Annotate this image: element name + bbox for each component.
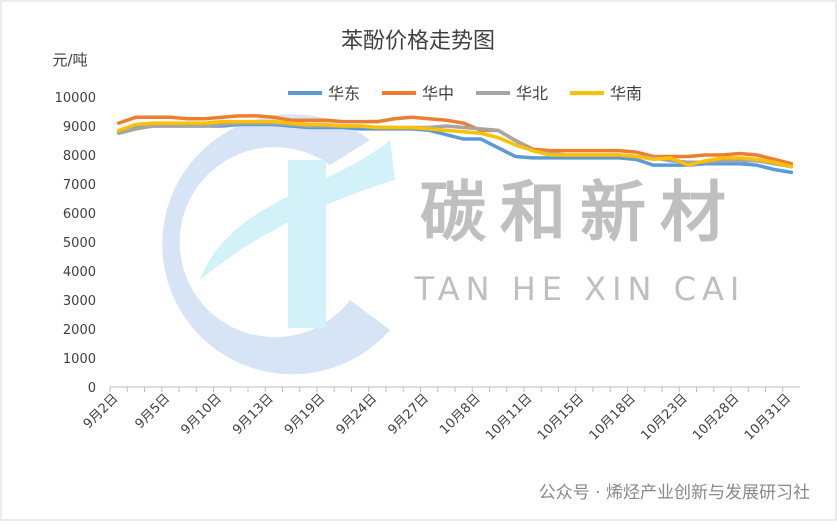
y-tick-label: 3000 — [63, 294, 96, 309]
legend-label: 华北 — [516, 84, 548, 103]
legend-label: 华中 — [422, 84, 454, 103]
y-tick-label: 6000 — [63, 207, 96, 222]
y-tick-label: 1000 — [63, 352, 96, 367]
y-tick-label: 10000 — [55, 91, 96, 106]
y-tick-label: 4000 — [63, 265, 96, 280]
y-tick-label: 9000 — [63, 120, 96, 135]
watermark-logo — [162, 114, 395, 375]
y-axis-label: 元/吨 — [52, 51, 87, 69]
watermark-title: 碳和新材 — [420, 174, 740, 251]
y-tick-label: 7000 — [63, 178, 96, 193]
watermark-subtitle: TAN HE XIN CAI — [414, 270, 746, 308]
legend-label: 华东 — [328, 84, 360, 103]
series-line — [116, 114, 794, 166]
footer: 公众号 · 烯烃产业创新与发展研习社 — [539, 483, 810, 503]
y-tick-label: 0 — [88, 381, 96, 396]
series-line — [116, 119, 794, 169]
y-tick-label: 2000 — [63, 323, 96, 338]
y-tick-label: 5000 — [63, 236, 96, 251]
y-tick-label: 8000 — [63, 149, 96, 164]
chart-title: 苯酚价格走势图 — [341, 29, 495, 54]
legend-label: 华南 — [610, 84, 642, 103]
